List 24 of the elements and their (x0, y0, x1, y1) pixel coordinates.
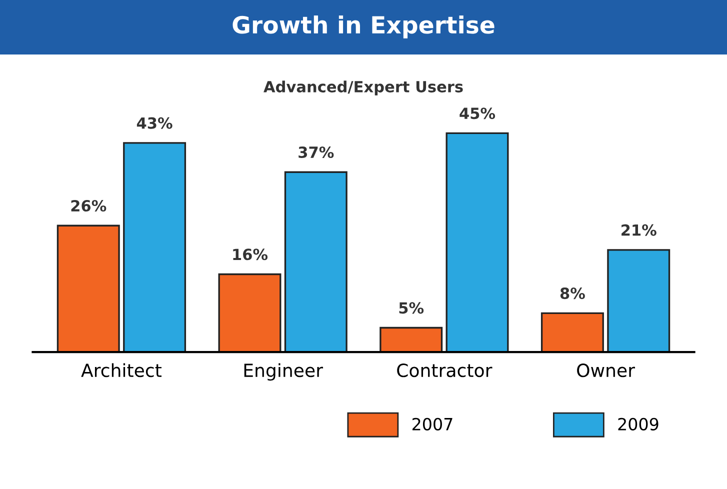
data-label: 8% (560, 288, 585, 300)
x-tick-label: Contractor (397, 364, 492, 378)
data-label: 43% (136, 117, 172, 129)
x-tick-label: Engineer (244, 363, 324, 381)
bar (218, 273, 282, 352)
chart-subtitle: Advanced/Expert Users (264, 80, 463, 96)
bar (446, 132, 509, 352)
bar (123, 142, 186, 352)
bar (284, 171, 348, 352)
data-label: 37% (298, 146, 334, 158)
legend-label: 2007 (412, 418, 452, 430)
data-label: 16% (233, 248, 268, 260)
data-label: 21% (622, 224, 656, 236)
bar (380, 326, 443, 352)
legend-label: 2009 (618, 418, 658, 430)
bar (607, 249, 670, 352)
data-label: 45% (460, 108, 496, 120)
bar (56, 224, 120, 352)
data-label: 5% (399, 302, 424, 314)
x-tick-label: Architect (81, 363, 162, 378)
chart-title: Growth in Expertise (232, 15, 494, 38)
x-tick-label: Owner (577, 364, 636, 378)
data-label: 26% (71, 200, 106, 212)
bar (540, 312, 604, 352)
